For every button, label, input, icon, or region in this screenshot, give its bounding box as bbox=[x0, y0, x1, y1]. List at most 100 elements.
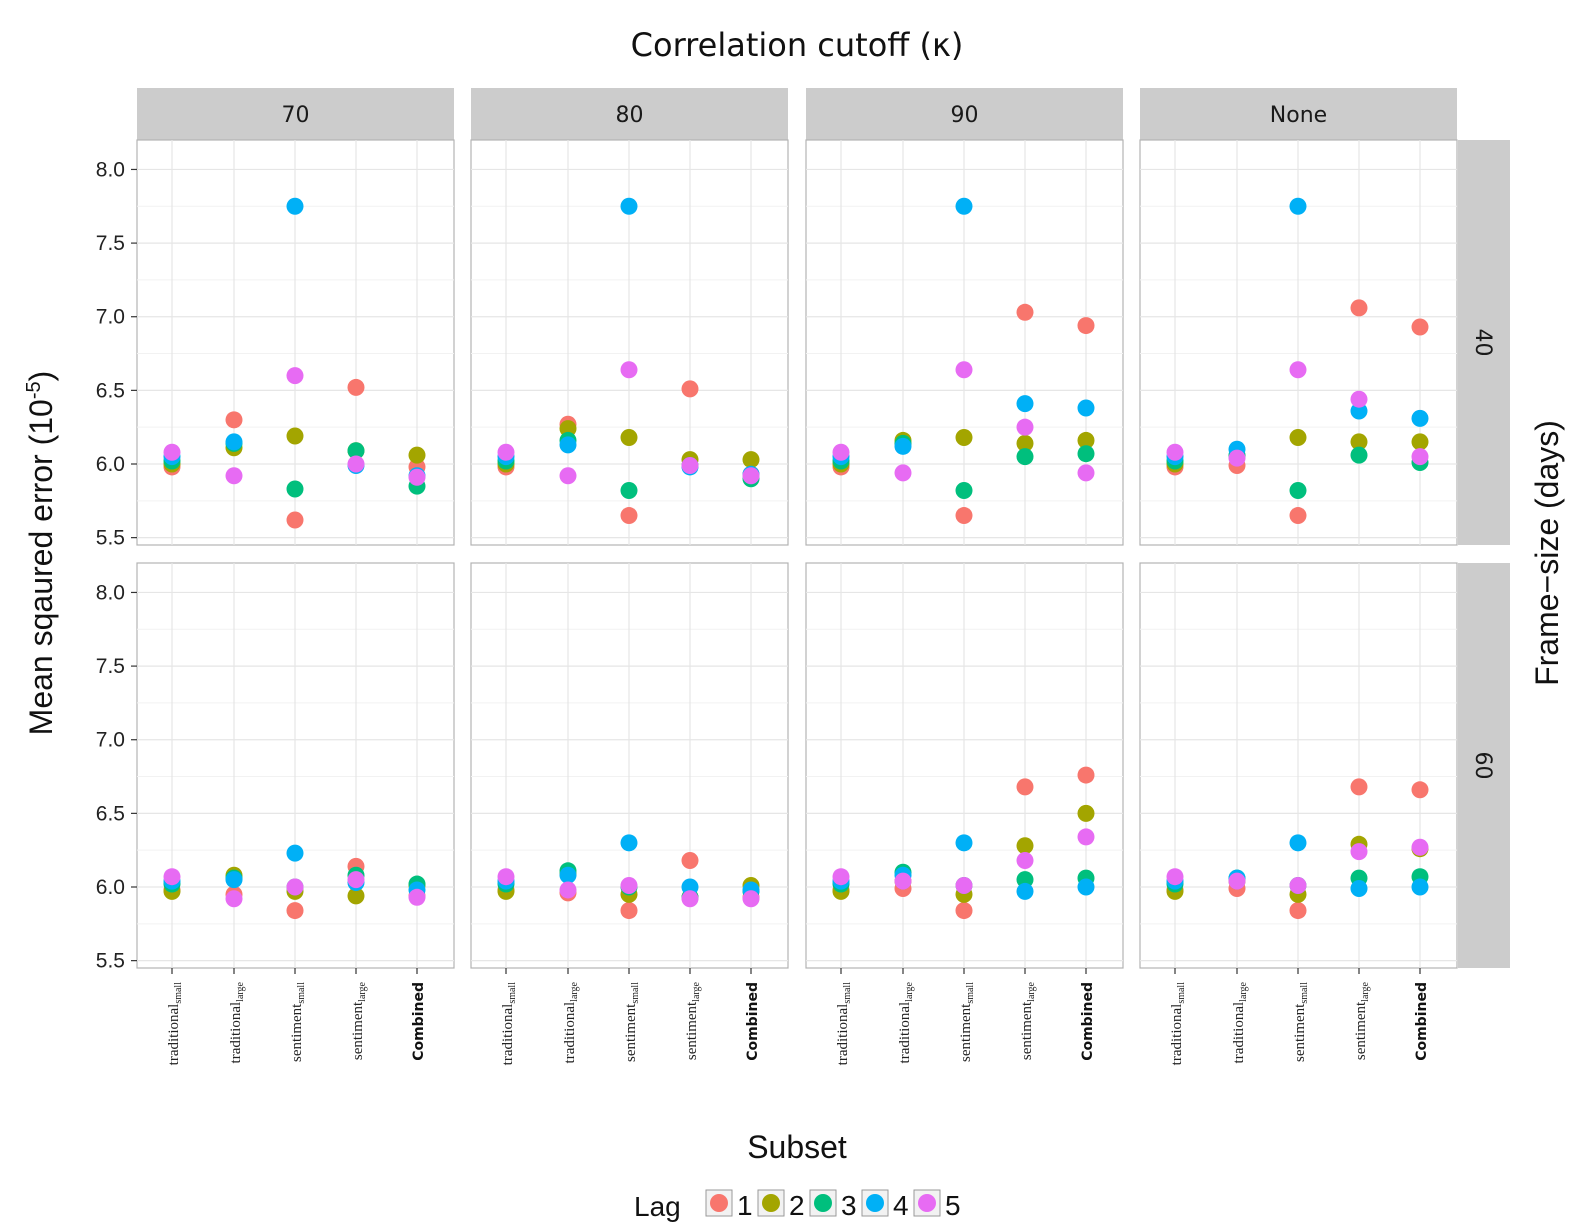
data-point bbox=[225, 411, 243, 429]
facet-col-label: None bbox=[1270, 103, 1327, 128]
series-lag-5 bbox=[832, 361, 1095, 482]
x-tick-label-base: sentiment bbox=[958, 1003, 974, 1062]
data-point bbox=[225, 871, 243, 889]
x-tick-label-base: traditional bbox=[166, 1004, 182, 1066]
data-point bbox=[286, 480, 304, 498]
data-point bbox=[955, 834, 973, 852]
facet-col-strip-3: None bbox=[1140, 88, 1457, 140]
legend-item-3: 3 bbox=[809, 1189, 857, 1221]
data-point bbox=[1077, 878, 1095, 896]
data-point bbox=[894, 872, 912, 890]
data-point bbox=[1289, 361, 1307, 379]
data-point bbox=[1411, 878, 1429, 896]
data-point bbox=[742, 451, 760, 469]
x-tick-label: traditionalsmall bbox=[166, 982, 184, 1066]
x-tick-label-subscript: small bbox=[630, 982, 641, 1004]
x-tick-label-base: traditional bbox=[228, 1002, 244, 1064]
legend-item-2: 2 bbox=[757, 1189, 805, 1221]
data-point bbox=[894, 464, 912, 482]
data-point bbox=[408, 888, 426, 906]
facet-row-label: 60 bbox=[1470, 752, 1495, 780]
data-point bbox=[1411, 318, 1429, 336]
panel-r0-c0 bbox=[136, 139, 455, 546]
data-point bbox=[1411, 838, 1429, 856]
x-tick-label: sentimentsmall bbox=[289, 982, 307, 1062]
x-tick-label-base: Combined bbox=[745, 982, 761, 1061]
data-point bbox=[1350, 433, 1368, 451]
x-tick-label-base: sentiment bbox=[1019, 1001, 1035, 1060]
data-point bbox=[955, 361, 973, 379]
data-point bbox=[347, 887, 365, 905]
x-tick-label-base: sentiment bbox=[684, 1001, 700, 1060]
data-point bbox=[620, 834, 638, 852]
legend-label: 1 bbox=[737, 1190, 753, 1221]
data-point bbox=[163, 443, 181, 461]
x-tick-label: Combined bbox=[1080, 982, 1096, 1061]
data-point bbox=[955, 197, 973, 215]
data-point bbox=[1289, 877, 1307, 895]
data-point bbox=[1289, 834, 1307, 852]
x-tick-label-base: sentiment bbox=[623, 1003, 639, 1062]
x-tick-label-subscript: small bbox=[507, 982, 518, 1004]
x-tick-label-base: traditional bbox=[897, 1002, 913, 1064]
y-tick-label: 5.5 bbox=[96, 950, 125, 973]
y-tick-label: 6.0 bbox=[96, 453, 125, 476]
strip-background bbox=[1458, 140, 1510, 545]
x-tick-label: traditionallarge bbox=[1231, 981, 1249, 1063]
x-tick-label: Combined bbox=[1414, 982, 1430, 1061]
data-point bbox=[408, 446, 426, 464]
series-lag-5 bbox=[1166, 838, 1429, 895]
data-point bbox=[559, 881, 577, 899]
data-point bbox=[408, 468, 426, 486]
panel-r0-c2 bbox=[805, 139, 1124, 546]
data-point bbox=[1411, 433, 1429, 451]
y-tick-label: 6.5 bbox=[96, 379, 125, 402]
x-tick-label-base: sentiment bbox=[1292, 1003, 1308, 1062]
facet-col-strip-1: 80 bbox=[471, 88, 788, 140]
data-point bbox=[1228, 449, 1246, 467]
strip-background bbox=[471, 88, 788, 140]
x-tick-label: traditionalsmall bbox=[835, 982, 853, 1066]
data-point bbox=[955, 482, 973, 500]
panel-r1-c2 bbox=[805, 562, 1124, 969]
x-tick-label: sentimentlarge bbox=[1019, 981, 1037, 1060]
x-tick-label: traditionallarge bbox=[897, 981, 915, 1063]
data-point bbox=[1350, 778, 1368, 796]
data-point bbox=[1077, 445, 1095, 463]
data-point bbox=[1350, 446, 1368, 464]
facet-row-strip-1: 60 bbox=[1458, 563, 1510, 968]
x-tick-label-subscript: large bbox=[904, 981, 915, 1001]
series-lag-5 bbox=[1166, 361, 1429, 467]
data-point bbox=[1077, 828, 1095, 846]
data-point bbox=[559, 436, 577, 454]
x-tick-label-base: sentiment bbox=[350, 1001, 366, 1060]
data-point bbox=[1077, 317, 1095, 335]
data-point bbox=[559, 866, 577, 884]
x-axis-ticks-col-0: traditionalsmalltraditionallargesentimen… bbox=[166, 968, 427, 1065]
x-tick-label-base: traditional bbox=[1231, 1002, 1247, 1064]
data-point bbox=[1077, 804, 1095, 822]
legend-key-dot bbox=[866, 1194, 884, 1212]
data-point bbox=[1289, 507, 1307, 525]
data-point bbox=[286, 367, 304, 385]
chart-title: Correlation cutoff (κ) bbox=[631, 26, 964, 64]
strip-background bbox=[806, 88, 1123, 140]
x-tick-label-subscript: large bbox=[1238, 981, 1249, 1001]
data-point bbox=[1411, 409, 1429, 427]
facet-col-label: 70 bbox=[282, 103, 310, 128]
strip-background bbox=[1458, 563, 1510, 968]
x-tick-label-base: Combined bbox=[1080, 982, 1096, 1061]
data-point bbox=[1077, 431, 1095, 449]
facet-row-title: Frame−size (days) bbox=[1529, 420, 1565, 686]
y-tick-label: 7.0 bbox=[96, 306, 125, 329]
x-tick-label: sentimentlarge bbox=[350, 981, 368, 1060]
y-axis-title: Mean sqaured error (10-5) bbox=[23, 371, 59, 736]
data-point bbox=[286, 197, 304, 215]
x-tick-label: traditionallarge bbox=[228, 981, 246, 1063]
y-axis-title-exponent: -5 bbox=[23, 381, 45, 399]
x-tick-label-subscript: small bbox=[296, 982, 307, 1004]
y-tick-label: 7.5 bbox=[96, 232, 125, 255]
series-lag-5 bbox=[497, 868, 760, 908]
x-tick-label-base: sentiment bbox=[289, 1003, 305, 1062]
